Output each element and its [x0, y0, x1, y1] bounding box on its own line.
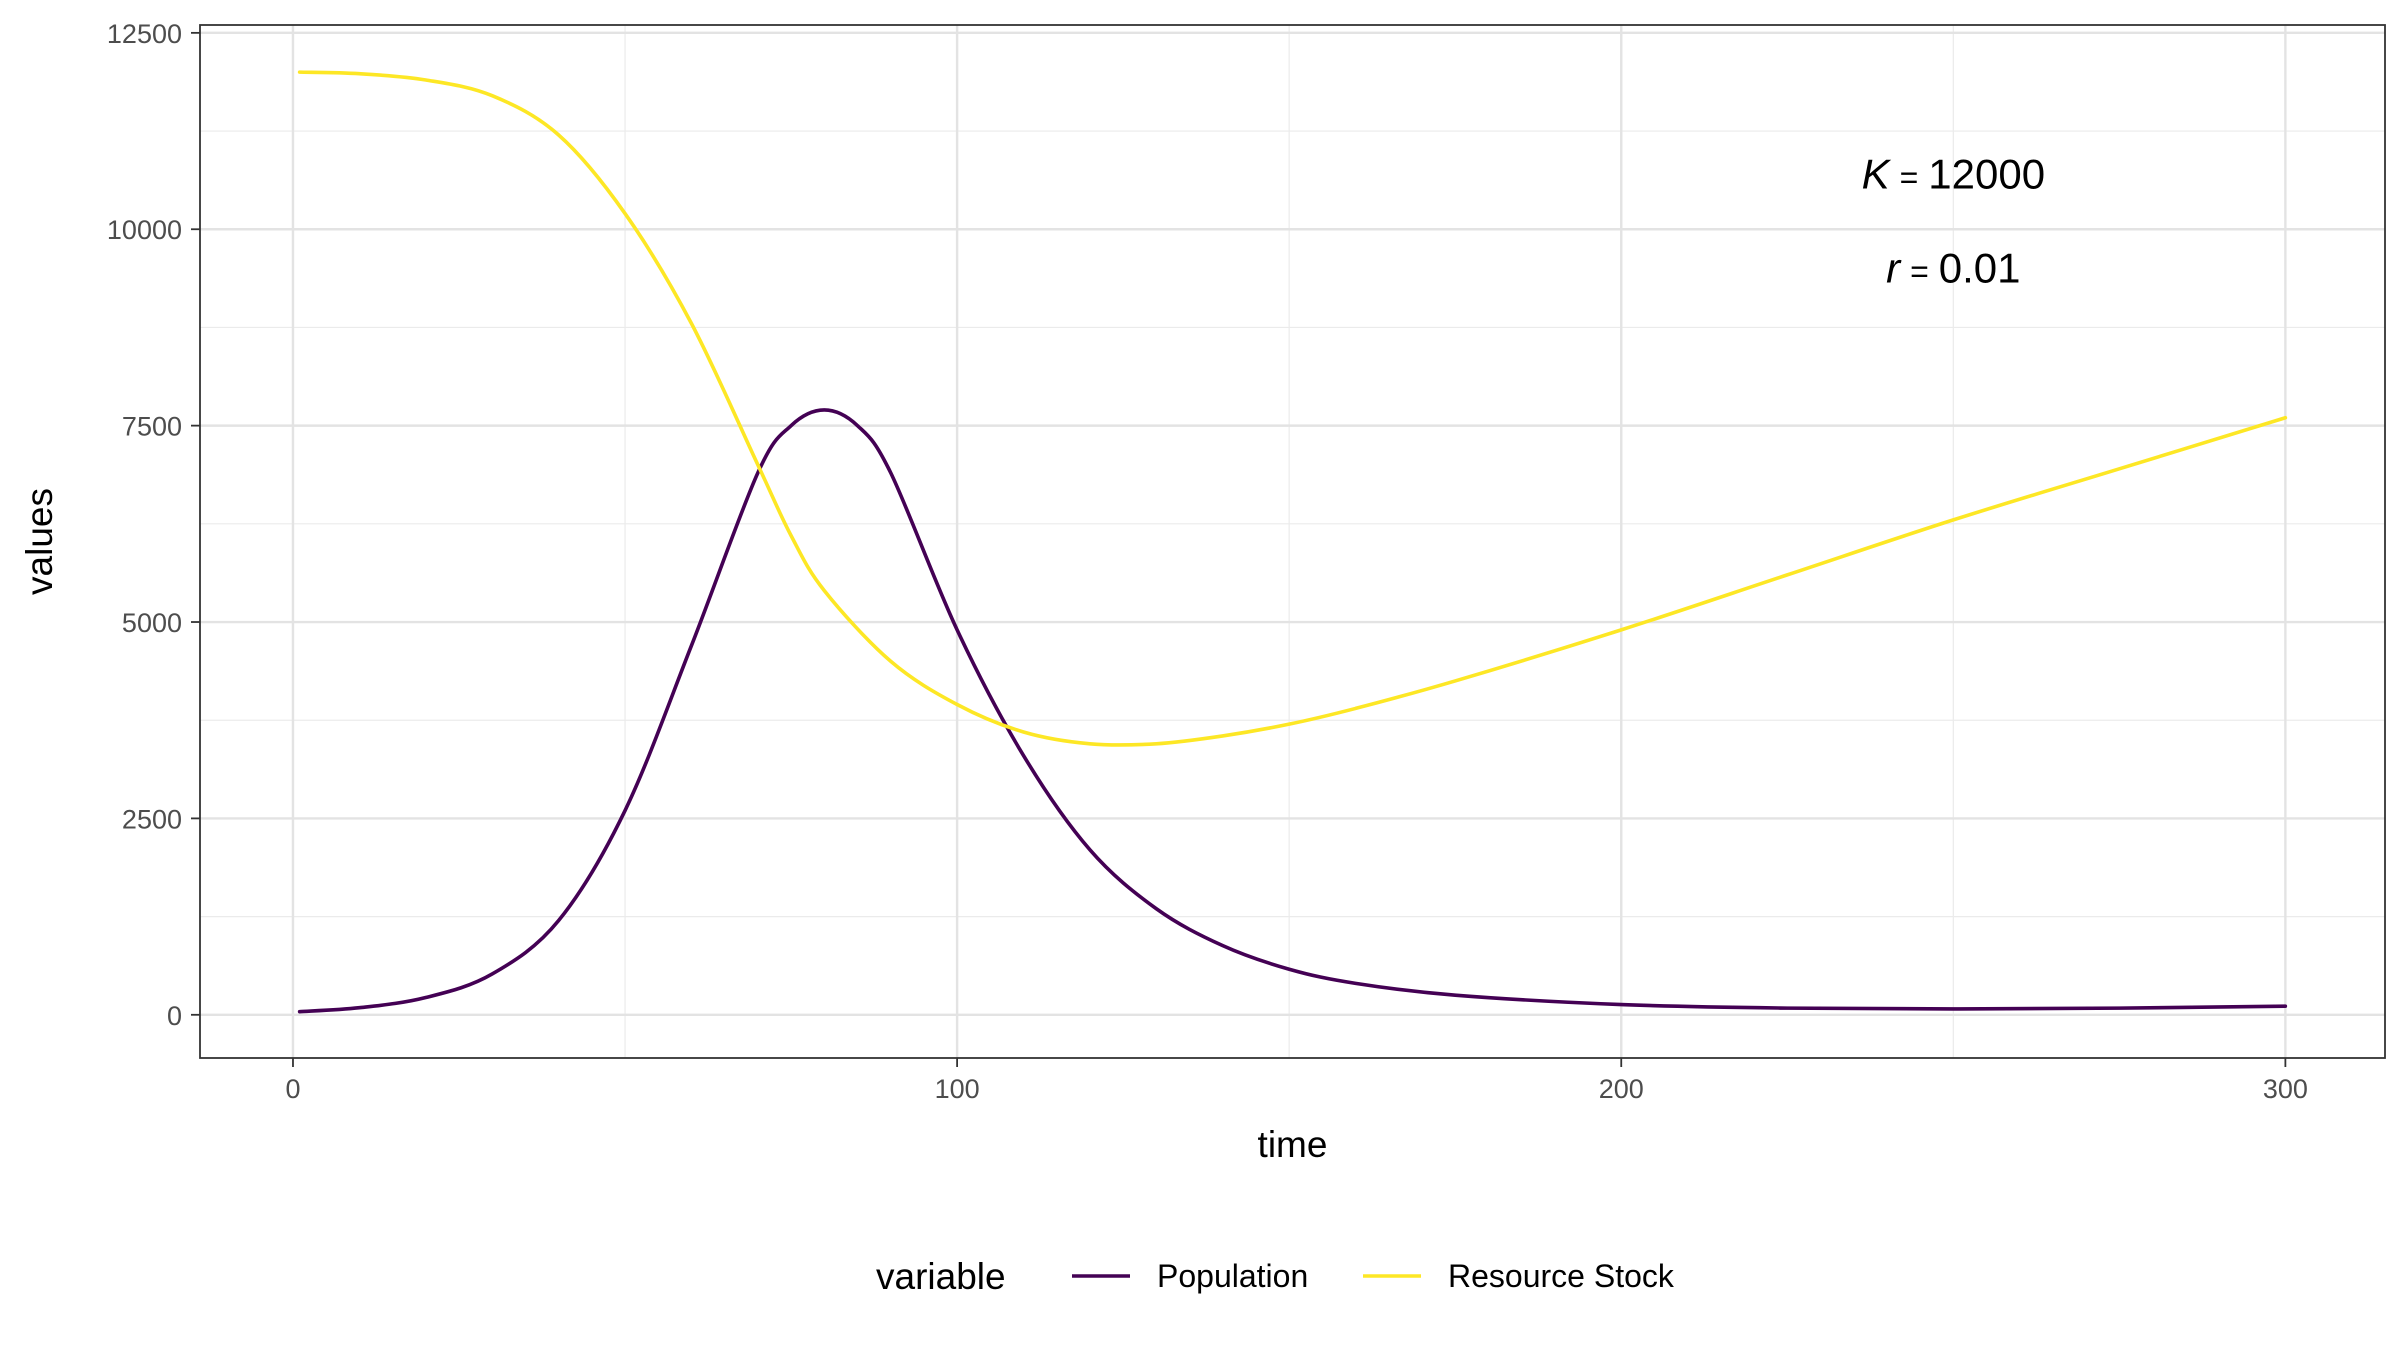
annotation-symbol: r — [1886, 245, 1902, 292]
annotation-k: K = 12000 — [1862, 150, 2046, 197]
y-tick-label: 2500 — [122, 804, 182, 834]
x-axis-title: time — [1258, 1124, 1328, 1165]
y-tick-label: 5000 — [122, 608, 182, 638]
series-line-resource-stock — [297, 70, 2288, 747]
legend-label: Population — [1157, 1258, 1308, 1294]
annotation-equals: = — [1910, 254, 1929, 290]
series-line-population — [297, 408, 2288, 1014]
y-axis-title: values — [19, 488, 60, 595]
x-tick-label: 300 — [2263, 1074, 2308, 1104]
annotation-equals: = — [1900, 159, 1919, 195]
legend-label: Resource Stock — [1448, 1258, 1675, 1294]
y-tick-label: 0 — [167, 1001, 182, 1031]
grid-major — [200, 25, 2385, 1058]
grid-minor — [200, 25, 2385, 1058]
plot-panel-border — [199, 24, 2386, 1059]
y-axis: 0 2500 5000 7500 10000 12500 — [107, 19, 200, 1031]
series-lines — [297, 70, 2288, 1014]
y-tick-label: 10000 — [107, 215, 182, 245]
x-tick-label: 100 — [935, 1074, 980, 1104]
y-tick-label: 7500 — [122, 412, 182, 442]
annotation-value: 0.01 — [1939, 245, 2021, 292]
annotation-r: r = 0.01 — [1886, 245, 2020, 292]
y-tick-label: 12500 — [107, 19, 182, 49]
legend-title: variable — [876, 1256, 1006, 1297]
legend: variable Population Resource Stock — [876, 1256, 1675, 1297]
annotation-symbol: K — [1862, 150, 1892, 197]
x-tick-label: 0 — [285, 1074, 300, 1104]
x-axis: 0 100 200 300 — [285, 1058, 2308, 1104]
x-tick-label: 200 — [1599, 1074, 1644, 1104]
annotation-value: 12000 — [1928, 150, 2045, 197]
